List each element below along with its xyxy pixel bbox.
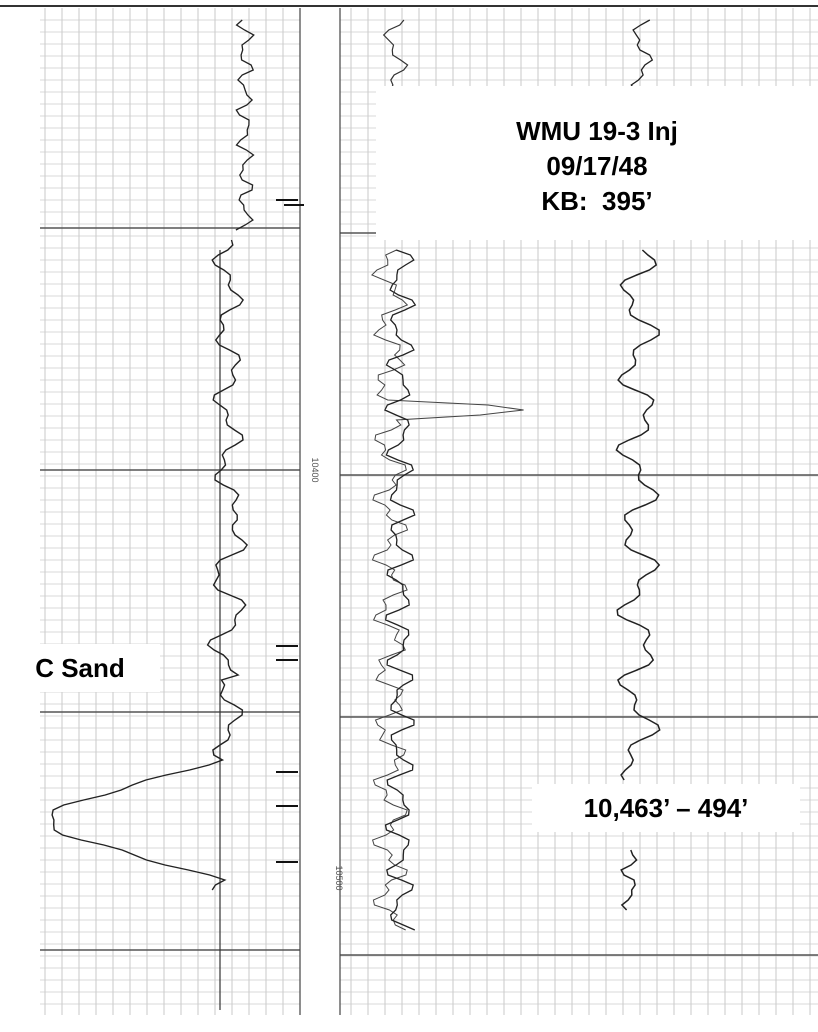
log-curve bbox=[51, 239, 249, 891]
kelly-bushing: KB: 395’ bbox=[541, 186, 653, 216]
log-curve bbox=[620, 849, 638, 911]
depth-mark: 10400 bbox=[310, 457, 320, 482]
log-curve bbox=[384, 249, 417, 931]
log-date: 09/17/48 bbox=[546, 151, 648, 181]
log-curve bbox=[615, 249, 661, 781]
well-header-box: WMU 19-3 Inj 09/17/48 KB: 395’ bbox=[376, 86, 818, 240]
log-curve bbox=[235, 19, 255, 231]
log-curve bbox=[371, 249, 524, 931]
zone-label: C Sand bbox=[0, 644, 160, 692]
interval-label: 10,463’ – 494’ bbox=[532, 784, 800, 832]
depth-mark: 10500 bbox=[334, 865, 344, 890]
log-curves bbox=[51, 19, 661, 931]
well-name: WMU 19-3 Inj bbox=[516, 116, 678, 146]
